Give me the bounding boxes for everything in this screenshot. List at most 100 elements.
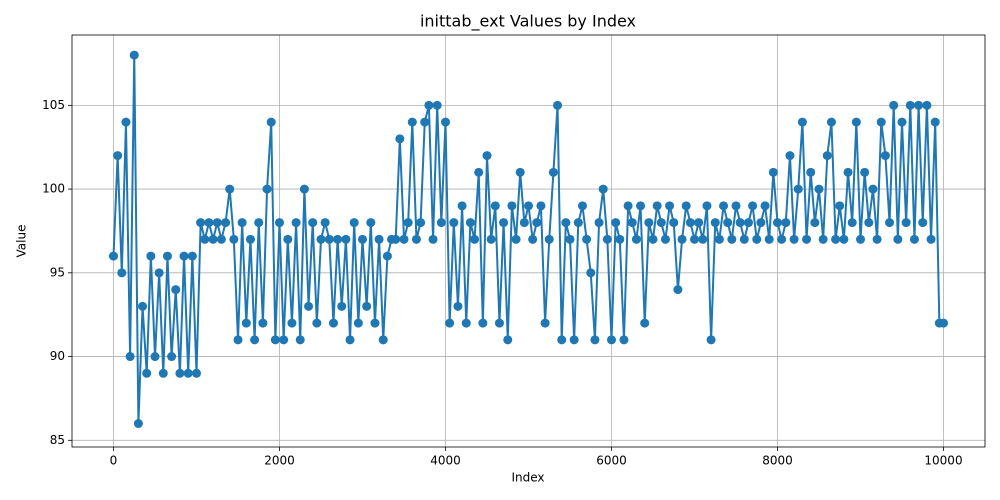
data-point [138,301,148,311]
data-point [831,234,841,244]
data-point [416,218,426,228]
data-point [652,201,662,211]
data-point [291,218,301,228]
data-point [449,218,459,228]
data-point [486,234,496,244]
data-point [731,201,741,211]
data-point [636,201,646,211]
data-point [582,234,592,244]
data-point [519,218,529,228]
data-point [121,117,131,127]
y-tick-label: 105 [42,98,65,112]
data-point [607,335,616,345]
data-point [366,218,376,228]
data-point [926,234,936,244]
data-point [403,218,413,228]
data-point [349,218,359,228]
data-point [208,234,218,244]
data-point [901,218,911,228]
data-point [320,218,330,228]
data-point [669,218,679,228]
data-point [133,419,143,429]
data-point [565,234,575,244]
data-point [150,352,160,362]
data-point [457,201,467,211]
data-point [212,218,222,228]
data-point [175,368,185,378]
data-point [868,184,878,194]
data-point [382,251,392,261]
data-point [216,234,226,244]
data-point [353,318,363,328]
data-point [179,251,189,261]
data-point [221,218,231,228]
data-point [204,218,214,228]
data-point [200,234,210,244]
data-point [623,201,633,211]
data-point [299,184,309,194]
data-point [719,201,729,211]
data-point [312,318,322,328]
data-point [756,218,766,228]
data-point [922,100,932,110]
x-tick-label: 6000 [596,454,627,468]
data-point [241,318,251,328]
data-point [374,234,384,244]
data-point [839,234,849,244]
data-point [814,184,824,194]
data-point [117,268,127,278]
data-point [851,117,861,127]
data-point [324,234,334,244]
data-point [192,368,201,378]
data-point [598,184,608,194]
data-point [146,251,156,261]
data-point [453,301,463,311]
data-point [856,234,865,244]
data-point [275,218,284,228]
data-point [548,167,558,177]
data-point [802,234,812,244]
data-point [125,352,135,362]
data-point [532,218,542,228]
data-point [511,234,521,244]
x-tick-label: 4000 [430,454,461,468]
data-point [665,201,675,211]
data-point [254,218,264,228]
data-point [648,234,658,244]
data-point [806,167,816,177]
data-point [171,285,181,295]
data-point [494,318,504,328]
x-tick-label: 8000 [762,454,793,468]
data-point [777,234,787,244]
data-point [544,234,554,244]
data-point [109,251,118,261]
data-point [876,117,886,127]
data-point [187,251,197,261]
data-point [557,335,567,345]
data-point [378,335,388,345]
x-axis-label: Index [511,471,544,485]
data-point [781,218,791,228]
data-point [702,201,712,211]
data-point [615,234,625,244]
data-point [905,100,915,110]
y-tick-label: 100 [42,182,65,196]
data-point [748,201,758,211]
data-point [768,167,778,177]
data-point [553,100,563,110]
data-point [660,234,670,244]
data-point [889,100,899,110]
data-point [461,318,471,328]
data-point [930,117,940,127]
data-point [656,218,666,228]
data-point [847,218,857,228]
data-point [594,218,604,228]
data-point [333,234,343,244]
data-point [735,218,745,228]
data-point [490,201,500,211]
data-point [395,134,405,144]
data-point [793,184,803,194]
data-point [258,318,268,328]
data-point [411,234,421,244]
data-point [465,218,475,228]
